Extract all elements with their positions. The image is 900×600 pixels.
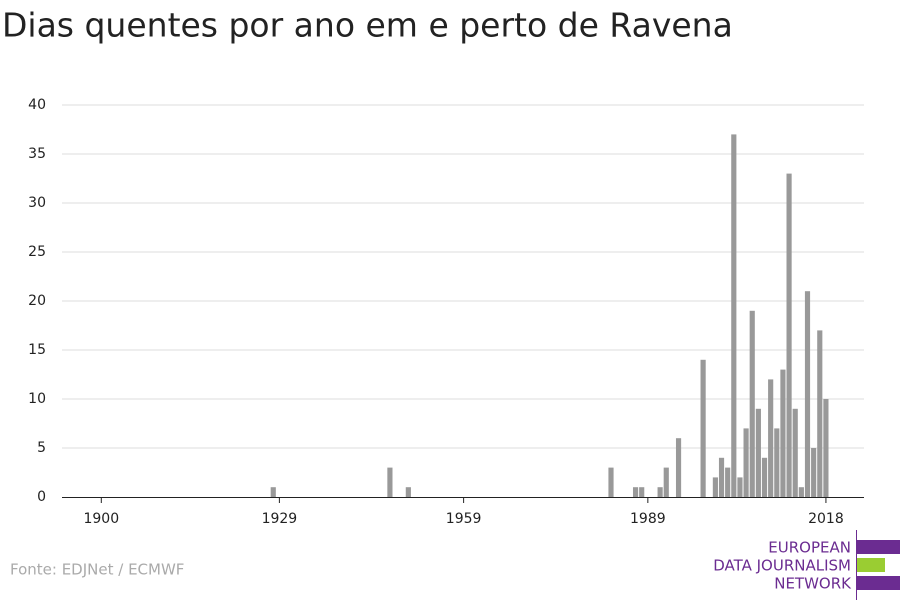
bar: [405, 487, 411, 497]
y-tick-label: 0: [37, 489, 46, 505]
bar: [639, 487, 645, 497]
bar: [675, 438, 682, 497]
y-tick-label: 30: [28, 195, 46, 211]
logo-bar: [857, 576, 900, 590]
bar: [737, 477, 743, 497]
bar: [657, 487, 663, 497]
bar: [811, 448, 817, 497]
bar: [712, 477, 718, 497]
y-tick-label: 10: [28, 391, 46, 407]
y-tick-label: 25: [28, 244, 46, 260]
logo-text: NETWORK: [774, 575, 852, 593]
bar: [792, 408, 798, 497]
bar: [725, 467, 731, 497]
bar: [731, 134, 737, 497]
x-tick-label: 1900: [83, 511, 119, 527]
x-tick-label: 1929: [262, 511, 298, 527]
bar: [786, 173, 792, 497]
bar: [632, 487, 639, 497]
y-tick-label: 35: [28, 146, 46, 162]
bar: [663, 467, 669, 497]
bar: [817, 330, 823, 497]
bar: [743, 428, 749, 497]
source: Fonte: EDJNet / ECMWF: [10, 561, 184, 579]
bar: [761, 457, 768, 497]
y-tick-label: 15: [28, 342, 46, 358]
bar: [798, 487, 804, 497]
chart-title: Dias quentes por ano em e perto de Raven…: [2, 6, 733, 45]
logo-text: DATA JOURNALISM: [713, 557, 851, 575]
y-tick-label: 40: [28, 97, 46, 113]
y-tick-label: 5: [37, 440, 46, 456]
x-tick-label: 1989: [630, 511, 666, 527]
bar: [774, 428, 780, 497]
bar: [718, 457, 725, 497]
y-tick-label: 20: [28, 293, 46, 309]
bar: [700, 359, 706, 497]
bar: [804, 291, 811, 497]
bar: [823, 399, 829, 497]
logo-bar: [857, 558, 885, 572]
bar: [749, 310, 755, 497]
x-tick-label: 1959: [446, 511, 482, 527]
bar: [270, 487, 276, 497]
x-tick-label: 2018: [808, 511, 844, 527]
bar: [768, 379, 774, 497]
bar: [755, 408, 761, 497]
bar: [780, 369, 786, 497]
bar: [387, 467, 393, 497]
logo-bar: [857, 540, 900, 554]
bar: [608, 467, 614, 497]
logo-text: EUROPEAN: [768, 539, 851, 557]
